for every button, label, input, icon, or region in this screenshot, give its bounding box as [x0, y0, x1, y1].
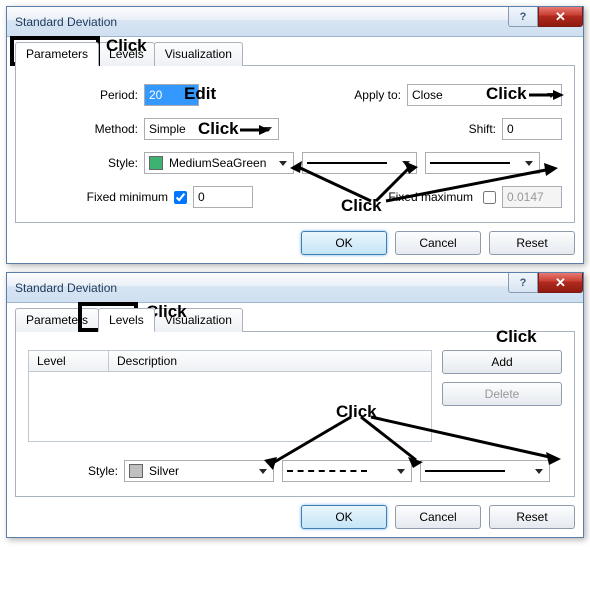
style-color-select[interactable]: Silver — [124, 460, 274, 482]
cancel-button[interactable]: Cancel — [395, 231, 481, 255]
tab-visualization[interactable]: Visualization — [154, 308, 243, 332]
shift-input[interactable] — [502, 118, 562, 140]
apply-label: Apply to: — [341, 88, 401, 102]
title-text: Standard Deviation — [15, 281, 117, 295]
line-style-select[interactable] — [282, 460, 412, 482]
tab-parameters[interactable]: Parameters — [15, 308, 99, 332]
close-button[interactable]: ✕ — [538, 7, 583, 27]
reset-button[interactable]: Reset — [489, 231, 575, 255]
tab-strip: Parameters Levels Visualization — [15, 41, 575, 66]
help-button[interactable]: ? — [508, 273, 538, 293]
fixedmin-checkbox[interactable] — [174, 191, 187, 204]
levels-grid-body[interactable] — [28, 372, 432, 442]
button-bar: OK Cancel Reset — [7, 223, 583, 263]
tab-parameters[interactable]: Parameters — [15, 42, 99, 66]
title-bar: Standard Deviation ? ✕ — [7, 7, 583, 37]
title-text: Standard Deviation — [15, 15, 117, 29]
style-label: Style: — [28, 464, 118, 478]
tab-levels[interactable]: Levels — [98, 42, 155, 66]
col-level[interactable]: Level — [29, 351, 109, 371]
cancel-button[interactable]: Cancel — [395, 505, 481, 529]
line-width-select[interactable] — [425, 152, 540, 174]
help-button[interactable]: ? — [508, 7, 538, 27]
reset-button[interactable]: Reset — [489, 505, 575, 529]
delete-button[interactable]: Delete — [442, 382, 562, 406]
dialog-std-dev-levels: Standard Deviation ? ✕ Parameters Levels… — [6, 272, 584, 538]
fixedmax-checkbox[interactable] — [483, 191, 496, 204]
col-description[interactable]: Description — [109, 351, 431, 371]
button-bar: OK Cancel Reset — [7, 497, 583, 537]
style-color-select[interactable]: MediumSeaGreen — [144, 152, 294, 174]
close-button[interactable]: ✕ — [538, 273, 583, 293]
color-swatch — [129, 464, 143, 478]
period-input[interactable] — [144, 84, 199, 106]
ok-button[interactable]: OK — [301, 231, 387, 255]
title-bar: Standard Deviation ? ✕ — [7, 273, 583, 303]
parameters-panel: Period: Apply to: Close Method: Simple S… — [15, 66, 575, 223]
tab-visualization[interactable]: Visualization — [154, 42, 243, 66]
tab-levels[interactable]: Levels — [98, 308, 155, 332]
method-label: Method: — [28, 122, 138, 136]
levels-grid-header: Level Description — [28, 350, 432, 372]
tab-strip: Parameters Levels Visualization — [15, 307, 575, 332]
fixedmax-input[interactable] — [502, 186, 562, 208]
fixedmax-label: Fixed maximum — [388, 190, 473, 204]
dialog-std-dev-parameters: Standard Deviation ? ✕ Parameters Levels… — [6, 6, 584, 264]
fixedmin-label: Fixed minimum — [28, 190, 168, 204]
color-swatch — [149, 156, 163, 170]
ok-button[interactable]: OK — [301, 505, 387, 529]
add-button[interactable]: Add — [442, 350, 562, 374]
fixedmin-input[interactable] — [193, 186, 253, 208]
shift-label: Shift: — [456, 122, 496, 136]
method-select[interactable]: Simple — [144, 118, 279, 140]
line-style-select[interactable] — [302, 152, 417, 174]
line-width-select[interactable] — [420, 460, 550, 482]
style-label: Style: — [28, 156, 138, 170]
levels-panel: Level Description Add Delete Style: Silv… — [15, 332, 575, 497]
apply-select[interactable]: Close — [407, 84, 562, 106]
period-label: Period: — [28, 88, 138, 102]
